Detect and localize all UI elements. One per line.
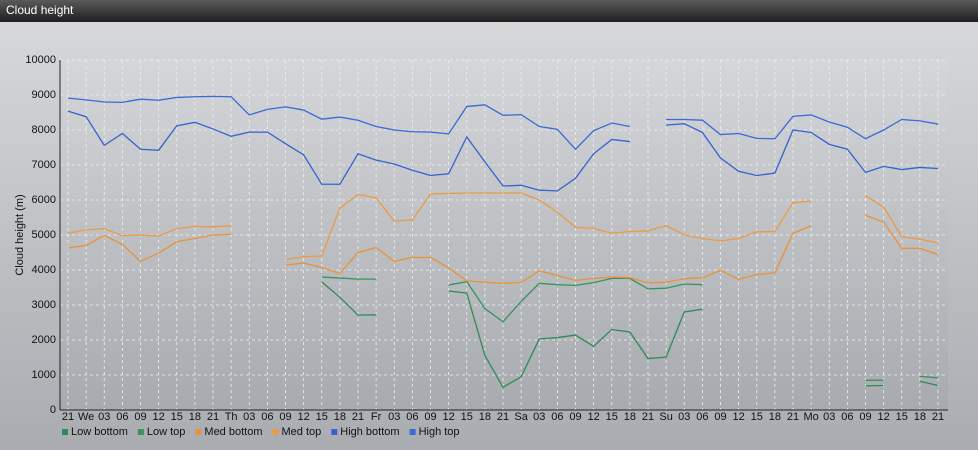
y-tick-label: 9000 — [32, 89, 56, 101]
legend-label: High bottom — [340, 426, 399, 438]
chart-title: Cloud height — [6, 3, 74, 17]
x-tick-label: 18 — [479, 411, 491, 423]
legend-marker — [331, 429, 338, 435]
x-tick-label: 15 — [316, 411, 328, 423]
legend-label: Med bottom — [204, 426, 262, 438]
x-tick-label: 18 — [624, 411, 636, 423]
x-tick-label: 09 — [134, 411, 146, 423]
x-tick-label: 21 — [787, 411, 799, 423]
title-bar — [0, 0, 978, 22]
x-tick-label: 15 — [461, 411, 473, 423]
legend-label: High top — [419, 426, 460, 438]
x-tick-label: 18 — [334, 411, 346, 423]
x-tick-label: 21 — [62, 411, 74, 423]
series-line — [67, 192, 939, 261]
x-tick-label: 09 — [859, 411, 871, 423]
y-tick-label: 6000 — [32, 194, 56, 206]
x-tick-label: 06 — [841, 411, 853, 423]
x-tick-label: 12 — [153, 411, 165, 423]
legend-label: Low bottom — [71, 426, 128, 438]
x-tick-label: 21 — [642, 411, 654, 423]
x-tick-label: 12 — [878, 411, 890, 423]
x-tick-label: 03 — [533, 411, 545, 423]
y-tick-label: 8000 — [32, 124, 56, 136]
x-tick-label: 12 — [733, 411, 745, 423]
x-tick-label: 21 — [932, 411, 944, 423]
series-line — [67, 95, 939, 151]
legend-marker — [195, 429, 202, 435]
x-tick-label: 18 — [189, 411, 201, 423]
x-tick-label: 15 — [751, 411, 763, 423]
y-tick-label: 7000 — [32, 159, 56, 171]
x-tick-label: 06 — [261, 411, 273, 423]
series-line — [321, 276, 939, 381]
x-tick-label: 12 — [298, 411, 310, 423]
x-tick-label: 03 — [678, 411, 690, 423]
x-tick-label: Fr — [371, 411, 382, 423]
y-tick-label: 2000 — [32, 334, 56, 346]
x-tick-label: Su — [659, 411, 672, 423]
legend-marker — [409, 429, 416, 435]
x-tick-label: Sa — [514, 411, 528, 423]
x-tick-label: 18 — [769, 411, 781, 423]
x-tick-label: Mo — [803, 411, 818, 423]
x-tick-label: 09 — [279, 411, 291, 423]
x-tick-label: 15 — [896, 411, 908, 423]
series-line — [67, 110, 939, 192]
x-tick-label: 06 — [116, 411, 128, 423]
series-line — [321, 281, 939, 389]
x-tick-label: 21 — [352, 411, 364, 423]
x-tick-label: 03 — [243, 411, 255, 423]
x-tick-label: 06 — [696, 411, 708, 423]
x-tick-label: 15 — [606, 411, 618, 423]
x-tick-label: 03 — [823, 411, 835, 423]
legend-label: Med top — [282, 426, 322, 438]
legend-marker — [137, 429, 144, 435]
legend-label: Low top — [147, 426, 186, 438]
x-tick-label: 12 — [443, 411, 455, 423]
y-tick-label: 5000 — [32, 229, 56, 241]
x-tick-label: 06 — [551, 411, 563, 423]
legend-marker — [272, 429, 279, 435]
x-tick-label: 12 — [588, 411, 600, 423]
x-tick-label: 09 — [569, 411, 581, 423]
y-axis-label: Cloud height (m) — [14, 194, 26, 275]
y-tick-label: 1000 — [32, 369, 56, 381]
series-line — [67, 214, 939, 284]
x-tick-label: 06 — [406, 411, 418, 423]
legend-marker — [62, 429, 68, 435]
x-tick-label: Th — [225, 411, 238, 423]
x-tick-label: 21 — [497, 411, 509, 423]
y-tick-label: 0 — [50, 404, 56, 416]
x-tick-label: 03 — [98, 411, 110, 423]
x-tick-label: 03 — [388, 411, 400, 423]
x-tick-label: 09 — [714, 411, 726, 423]
x-tick-label: 09 — [424, 411, 436, 423]
y-tick-label: 3000 — [32, 299, 56, 311]
x-tick-label: 21 — [207, 411, 219, 423]
y-tick-label: 10000 — [25, 54, 56, 66]
x-tick-label: 15 — [171, 411, 183, 423]
x-tick-label: 18 — [914, 411, 926, 423]
x-tick-label: We — [78, 411, 94, 423]
y-tick-label: 4000 — [32, 264, 56, 276]
